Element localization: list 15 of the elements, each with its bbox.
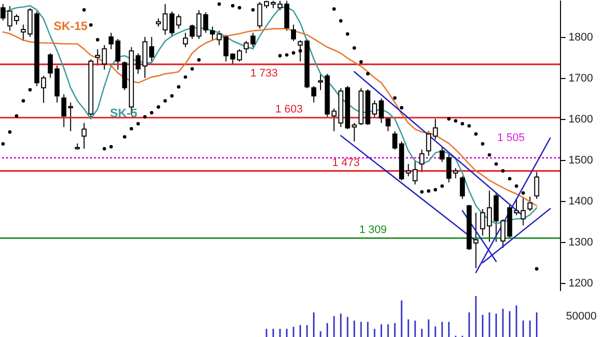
ref-line-label: 1 603 bbox=[275, 104, 303, 116]
y-tick-label: 1400 bbox=[568, 195, 593, 208]
y-tick-label: 1500 bbox=[568, 154, 593, 166]
ref-line-label: 1 309 bbox=[359, 224, 387, 236]
series-label: SK-15 bbox=[54, 18, 88, 33]
ref-line-label: 1 473 bbox=[332, 156, 360, 169]
y-tick-label: 1800 bbox=[568, 31, 593, 44]
y-tick-label: 1600 bbox=[568, 113, 593, 126]
y-tick-label: 1200 bbox=[568, 277, 593, 290]
y-tick-label: 1300 bbox=[568, 236, 593, 248]
y-tick-label: 1700 bbox=[568, 72, 593, 84]
ref-line-label: 1 733 bbox=[250, 67, 278, 80]
series-label: SK-5 bbox=[110, 106, 138, 120]
ref-line-label: 1 505 bbox=[497, 132, 525, 144]
text: 50000 bbox=[566, 310, 597, 322]
